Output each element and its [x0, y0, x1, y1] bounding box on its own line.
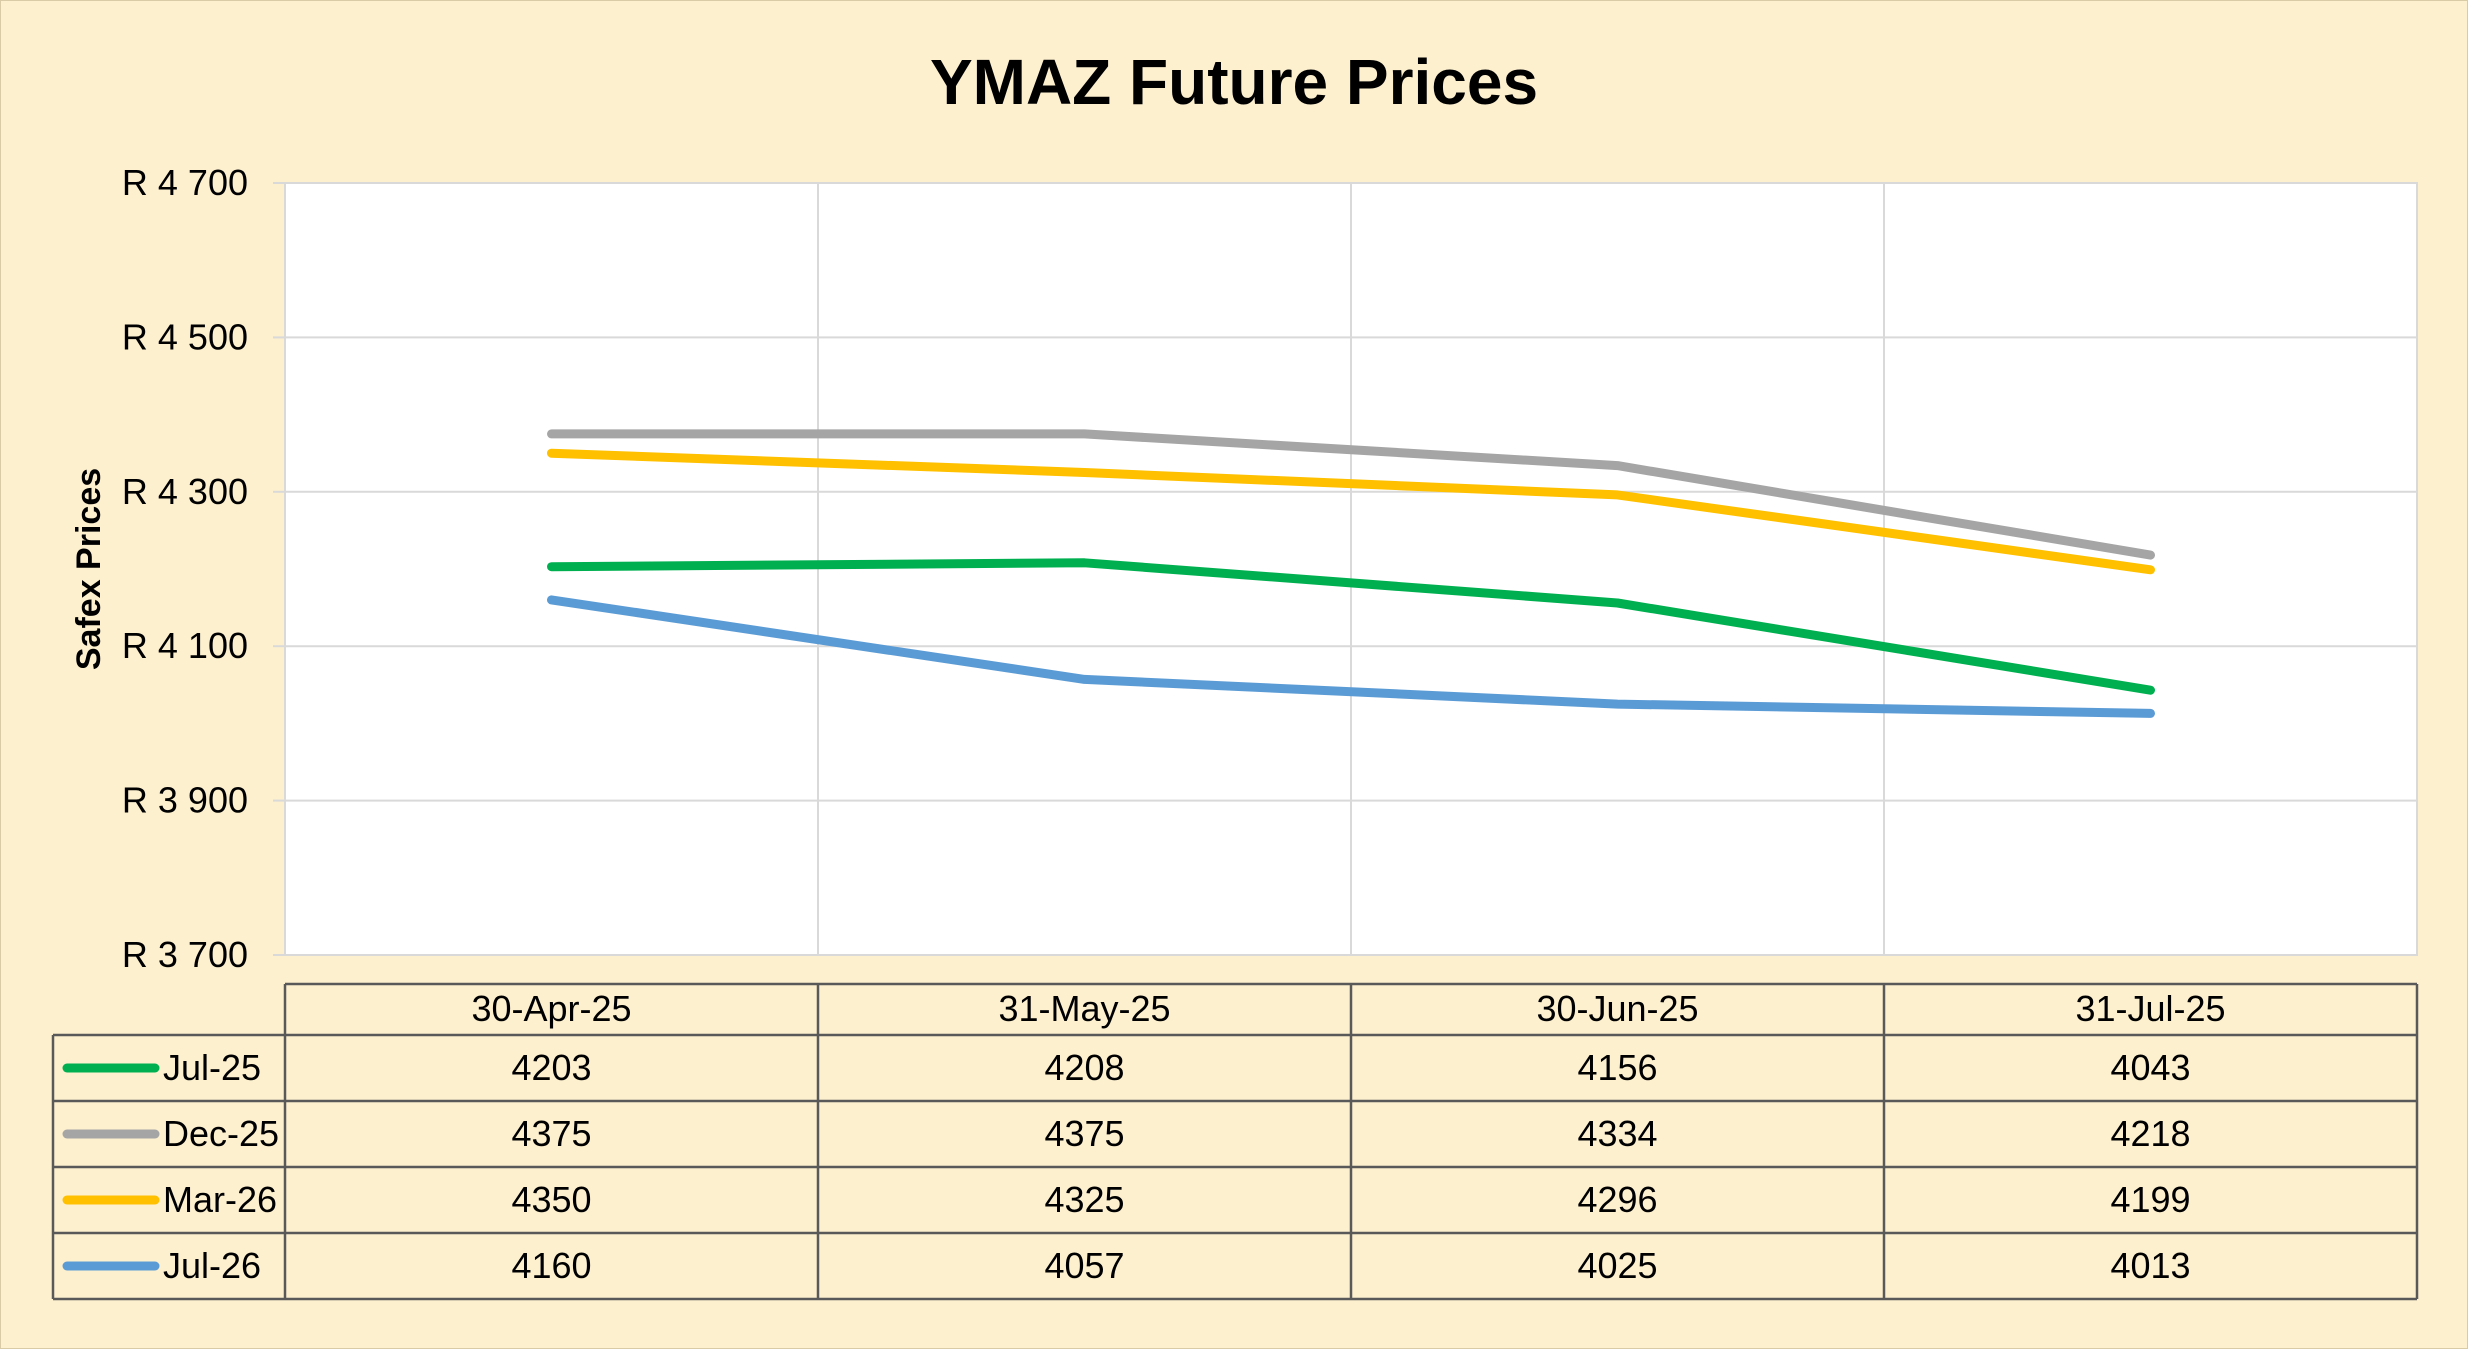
- legend-label: Jul-25: [163, 1047, 261, 1088]
- legend-label: Mar-26: [163, 1179, 277, 1220]
- y-tick-label: R 4 100: [122, 625, 248, 666]
- data-table: 30-Apr-25 31-May-25 30-Jun-25 31-Jul-25 Jul-…: [51, 982, 2419, 1301]
- table-value-cell: 4057: [1044, 1245, 1124, 1286]
- series-line-jul-26: [547, 595, 2155, 718]
- table-value-cell: 4156: [1577, 1047, 1657, 1088]
- table-header-cell: 31-Jul-25: [2075, 988, 2225, 1029]
- table-value-cell: 4013: [2110, 1245, 2190, 1286]
- y-axis-ticks: R 3 700 R 3 900 R 4 100 R 4 300 R 4 500 R 4 7…: [122, 162, 248, 975]
- y-tick-label: R 3 700: [122, 934, 248, 975]
- legend-label: Jul-26: [163, 1245, 261, 1286]
- table-value-cell: 4160: [511, 1245, 591, 1286]
- series-line-jul-25: [547, 558, 2155, 695]
- table-value-cell: 4325: [1044, 1179, 1124, 1220]
- table-value-cell: 4218: [2110, 1113, 2190, 1154]
- table-value-cell: 4296: [1577, 1179, 1657, 1220]
- y-tick-label: R 4 500: [122, 316, 248, 357]
- table-value-cell: 4375: [511, 1113, 591, 1154]
- y-tick-label: R 4 700: [122, 162, 248, 203]
- table-header-cell: 31-May-25: [998, 988, 1170, 1029]
- y-tick-label: R 4 300: [122, 471, 248, 512]
- table-value-cell: 4199: [2110, 1179, 2190, 1220]
- table-value-cell: 4208: [1044, 1047, 1124, 1088]
- table-value-cell: 4334: [1577, 1113, 1657, 1154]
- plot-border: [284, 182, 2418, 956]
- table-value-cell: 4350: [511, 1179, 591, 1220]
- series-lines: [547, 429, 2155, 718]
- table-value-cell: 4375: [1044, 1113, 1124, 1154]
- gridlines: [273, 182, 2418, 956]
- table-value-cell: 4043: [2110, 1047, 2190, 1088]
- chart-title: YMAZ Future Prices: [930, 46, 1538, 118]
- series-line-mar-26: [547, 448, 2155, 575]
- legend-label: Dec-25: [163, 1113, 279, 1154]
- table-value-cell: 4025: [1577, 1245, 1657, 1286]
- y-axis-label: Safex Prices: [70, 468, 108, 670]
- y-tick-label: R 3 900: [122, 780, 248, 821]
- table-header-cell: 30-Jun-25: [1536, 988, 1698, 1029]
- series-line-dec-25: [547, 429, 2155, 560]
- table-value-cell: 4203: [511, 1047, 591, 1088]
- table-header-cell: 30-Apr-25: [471, 988, 631, 1029]
